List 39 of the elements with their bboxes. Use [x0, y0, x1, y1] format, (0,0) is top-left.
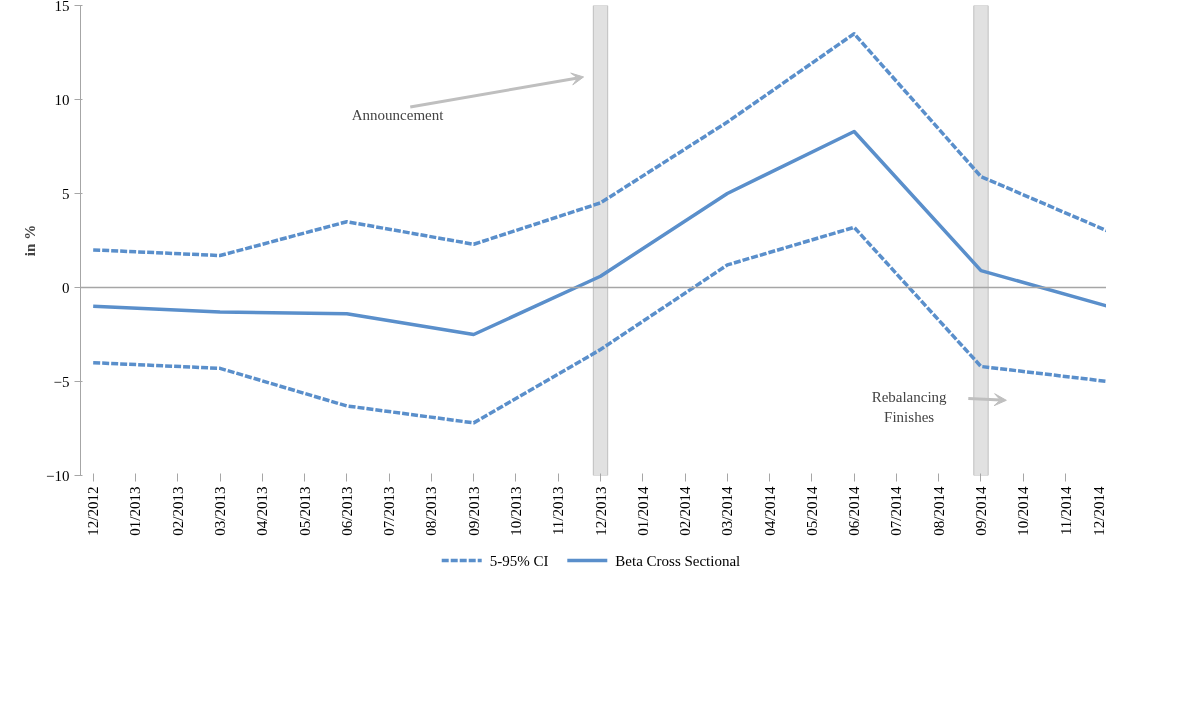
- x-tick-label: 01/2013: [127, 486, 144, 536]
- x-tick-label: 02/2013: [169, 486, 186, 536]
- legend-label: 5-95% CI: [489, 552, 549, 569]
- legend-label: Beta Cross Sectional: [615, 552, 741, 569]
- x-tick-label: 03/2014: [719, 486, 736, 536]
- x-tick-label: 11/2013: [550, 486, 567, 536]
- x-tick-label: 07/2013: [381, 486, 398, 536]
- x-tick-label: 12/2014: [1090, 486, 1107, 536]
- x-tick-label: 05/2013: [296, 486, 313, 536]
- annotation: Rebalancing Finishes: [871, 389, 948, 426]
- line-series: [91, 129, 1106, 337]
- y-axis-title: in %: [22, 224, 39, 257]
- x-tick-label: 06/2014: [846, 486, 863, 536]
- x-tick-label: 02/2014: [677, 486, 694, 536]
- x-tick-label: 09/2013: [465, 486, 482, 536]
- x-tick-label: 04/2013: [254, 486, 271, 536]
- y-tick-label: 5: [62, 185, 70, 202]
- x-tick-label: 12/2012: [85, 486, 102, 536]
- x-tick-label: 07/2014: [888, 486, 905, 536]
- y-tick-label: 0: [62, 279, 70, 296]
- y-tick-label: 10: [54, 91, 70, 108]
- x-tick-label: 08/2013: [423, 486, 440, 536]
- x-tick-label: 10/2013: [507, 486, 524, 536]
- x-tick-label: 11/2014: [1057, 486, 1074, 536]
- x-tick-label: 05/2014: [803, 486, 820, 536]
- x-tick-label: 06/2013: [338, 486, 355, 536]
- x-tick-label: 08/2014: [930, 486, 947, 536]
- y-tick-label: −10: [46, 467, 70, 484]
- x-tick-label: 01/2014: [634, 486, 651, 536]
- annotation: Announcement: [351, 107, 445, 124]
- line-series: [91, 31, 1106, 258]
- x-tick-label: 09/2014: [972, 486, 989, 536]
- line-series: [91, 225, 1106, 425]
- x-tick-label: 10/2014: [1015, 486, 1032, 536]
- x-tick-label: 12/2013: [592, 486, 609, 536]
- x-tick-label: 04/2014: [761, 486, 778, 536]
- x-tick-label: 03/2013: [212, 486, 229, 536]
- y-tick-label: 15: [54, 0, 70, 14]
- y-tick-label: −5: [53, 373, 70, 390]
